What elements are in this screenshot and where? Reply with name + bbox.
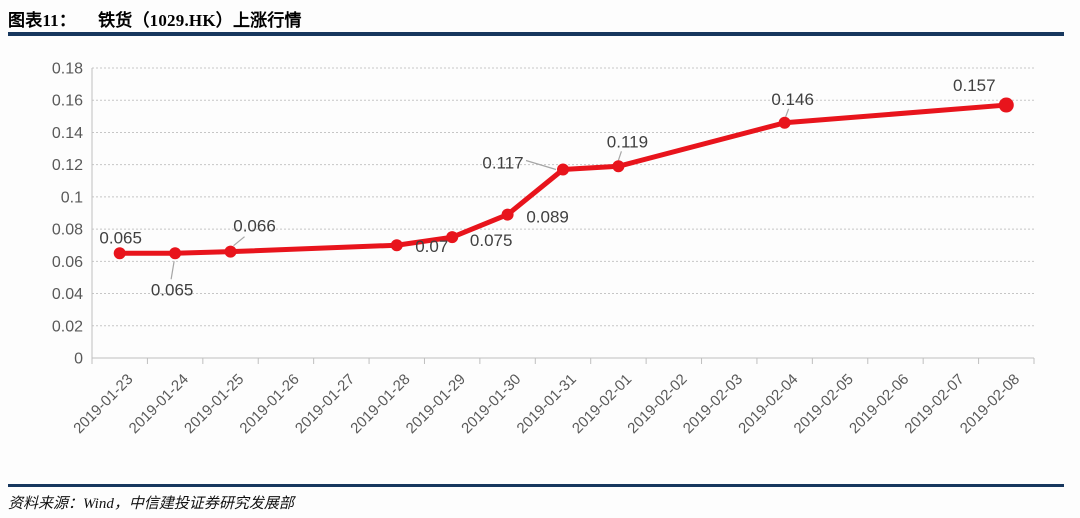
data-point (446, 231, 459, 244)
data-label: 0.146 (771, 90, 814, 109)
data-point (169, 247, 182, 260)
label-leader-line (170, 261, 175, 280)
data-label: 0.089 (526, 208, 569, 227)
label-leader-line (785, 108, 790, 117)
figure-header: 图表11： 铁货（1029.HK）上涨行情 (8, 6, 1064, 31)
source-note: 资料来源：Wind，中信建投证券研究发展部 (8, 496, 294, 512)
y-tick-label: 0.14 (52, 125, 83, 142)
data-point (113, 247, 126, 260)
series-line (117, 102, 1009, 256)
data-label: 0.075 (470, 231, 513, 250)
data-label: 0.157 (953, 76, 996, 95)
data-label: 0.065 (151, 280, 194, 299)
y-tick-label: 0.04 (52, 286, 83, 303)
y-tick-label: 0.08 (52, 222, 83, 239)
label-leader-line (233, 236, 245, 247)
x-tick-label: 2019-02-08 (957, 371, 1023, 437)
data-point (998, 97, 1014, 113)
label-leader-line (525, 159, 557, 171)
data-point (390, 239, 403, 252)
figure-title: 铁货（1029.HK）上涨行情 (98, 11, 302, 30)
y-tick-label: 0 (74, 351, 83, 368)
data-point (224, 245, 237, 258)
data-label: 0.117 (482, 154, 523, 173)
data-label: 0.07 (415, 237, 448, 256)
header-rule (8, 32, 1064, 36)
y-tick-label: 0.02 (52, 318, 83, 335)
y-tick-label: 0.16 (52, 93, 83, 110)
data-label: 0.065 (99, 228, 142, 247)
figure-number-label: 图表11： (8, 11, 77, 30)
data-label: 0.066 (233, 217, 276, 236)
data-point (501, 208, 514, 221)
data-point (557, 163, 569, 176)
data-label: 0.119 (607, 132, 648, 151)
y-tick-label: 0.12 (52, 157, 83, 174)
data-point (778, 116, 791, 129)
y-tick-label: 0.06 (52, 254, 83, 271)
y-tick-label: 0.18 (52, 61, 83, 78)
y-tick-label: 0.1 (61, 189, 83, 206)
label-leader-line (617, 151, 622, 161)
data-point (612, 160, 625, 173)
footer-rule (8, 484, 1064, 487)
